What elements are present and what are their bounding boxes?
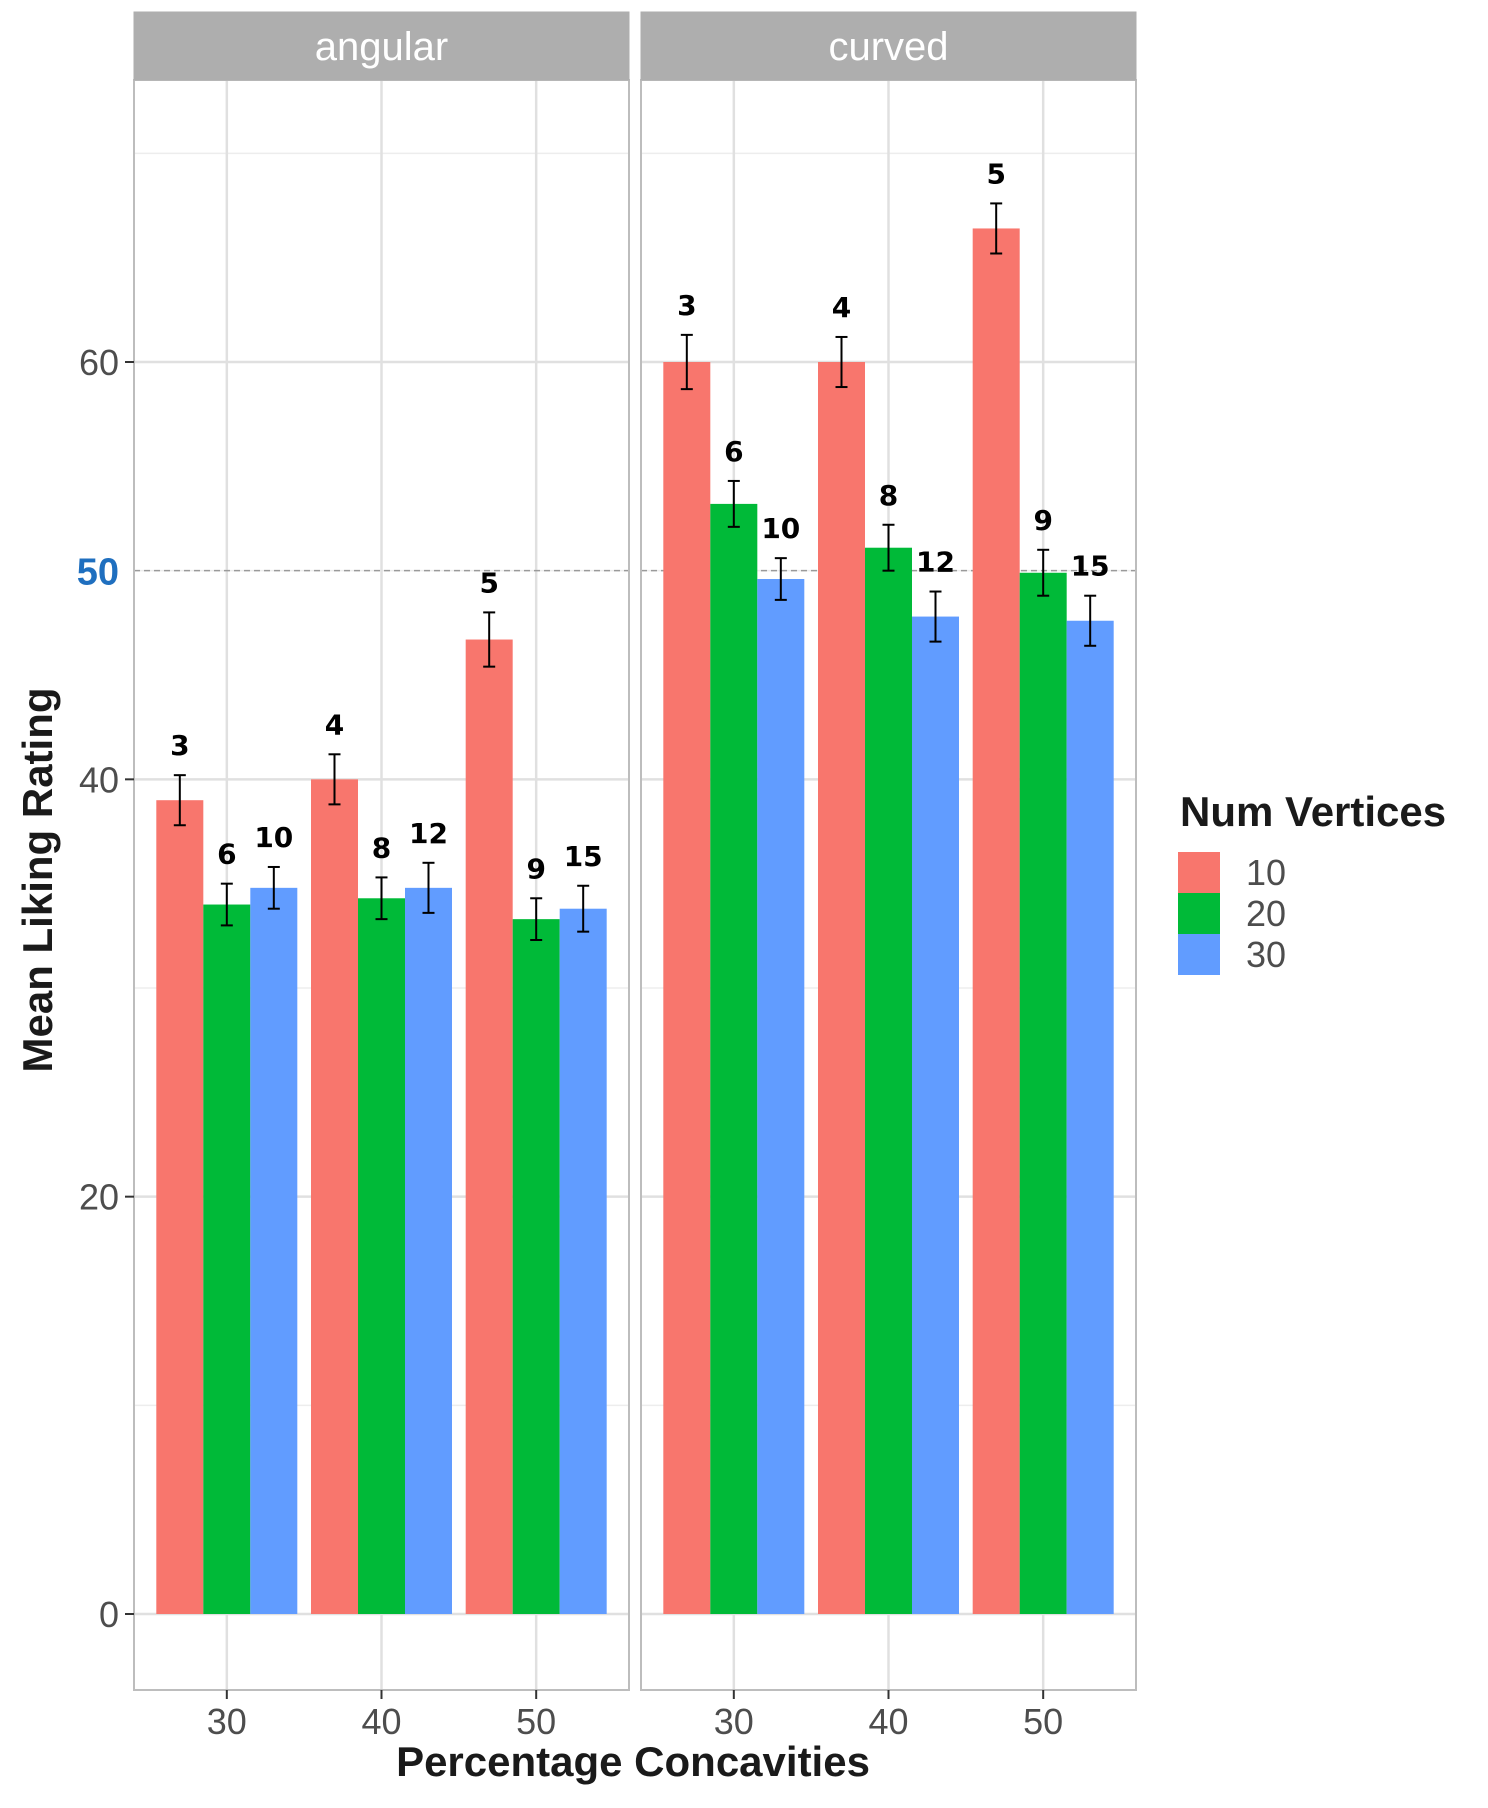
x-tick-label: 50 xyxy=(516,1701,556,1742)
x-tick-label: 30 xyxy=(714,1701,754,1742)
bar-label: 6 xyxy=(724,435,743,468)
reference-tick-label: 50 xyxy=(77,552,119,594)
error-bar xyxy=(328,753,341,806)
error-bar xyxy=(929,590,942,643)
bar-label: 15 xyxy=(564,840,603,873)
bar-label: 4 xyxy=(832,291,851,324)
error-bar xyxy=(530,897,543,942)
y-axis: 0 20 40 60 50 xyxy=(77,342,134,1635)
error-bar xyxy=(680,333,693,391)
bar xyxy=(710,503,758,1615)
bar-label: 8 xyxy=(372,831,391,864)
bar xyxy=(250,887,298,1614)
bar xyxy=(1066,620,1114,1614)
panels: 3 4 5 6 8 9 10 12 15 angular 30 40 50 3 4 5 6 8 9 10 12 15 cur… xyxy=(77,11,1137,1742)
bar xyxy=(1019,572,1067,1614)
y-tick-label: 40 xyxy=(79,759,119,800)
error-bar xyxy=(220,882,233,927)
bar xyxy=(663,362,711,1614)
bar xyxy=(465,639,513,1614)
legend-key xyxy=(1178,852,1220,893)
error-bar xyxy=(727,479,740,528)
error-bar xyxy=(483,611,496,668)
error-bar xyxy=(1037,548,1050,597)
error-bar xyxy=(1084,594,1097,647)
legend-label: 10 xyxy=(1246,852,1286,893)
bar xyxy=(203,904,251,1614)
bar xyxy=(865,547,912,1614)
x-tick-label: 30 xyxy=(207,1701,247,1742)
error-bar xyxy=(173,774,186,827)
bar-label: 9 xyxy=(1033,504,1052,537)
panel-angular: 3 4 5 6 8 9 10 12 15 angular 30 40 50 xyxy=(133,11,630,1742)
bar-label: 5 xyxy=(986,157,1005,190)
error-bar xyxy=(422,861,435,914)
y-tick-label: 20 xyxy=(79,1177,119,1218)
x-tick-label: 40 xyxy=(868,1701,908,1742)
bar-label: 6 xyxy=(217,838,236,871)
bar xyxy=(757,579,805,1614)
x-tick-label: 40 xyxy=(361,1701,401,1742)
bar-label: 3 xyxy=(677,289,696,322)
panel-curved: 3 4 5 6 8 9 10 12 15 curved 30 40 50 xyxy=(640,11,1137,1742)
bar xyxy=(358,898,405,1614)
error-bar xyxy=(835,335,848,389)
bar-label: 12 xyxy=(409,817,448,850)
bar-label: 10 xyxy=(254,821,293,854)
error-bar xyxy=(577,884,590,933)
bar xyxy=(156,800,204,1614)
strip-background xyxy=(640,11,1137,81)
bar xyxy=(912,616,959,1614)
bar-label: 3 xyxy=(170,729,189,762)
legend-label: 20 xyxy=(1246,893,1286,934)
x-tick-label: 50 xyxy=(1023,1701,1063,1742)
strip-label: angular xyxy=(315,25,448,69)
legend-label: 30 xyxy=(1246,934,1286,975)
legend-title: Num Vertices xyxy=(1180,788,1446,835)
y-tick-label: 60 xyxy=(79,342,119,383)
bar xyxy=(818,362,865,1614)
strip-background xyxy=(133,11,630,81)
bar xyxy=(512,919,560,1614)
bar-label: 12 xyxy=(916,546,955,579)
bar-label: 9 xyxy=(526,852,545,885)
bar-label: 10 xyxy=(761,512,800,545)
bar-label: 15 xyxy=(1071,550,1110,583)
bar xyxy=(405,887,452,1614)
y-axis-title: Mean Liking Rating xyxy=(14,687,61,1072)
bar xyxy=(972,228,1020,1614)
bar-label: 5 xyxy=(479,566,498,599)
error-bar xyxy=(267,865,280,910)
y-tick-label: 0 xyxy=(99,1594,119,1635)
bar xyxy=(559,908,607,1614)
bar-label: 8 xyxy=(879,479,898,512)
x-axis-title: Percentage Concavities xyxy=(396,1738,870,1785)
error-bar xyxy=(375,876,388,921)
bar xyxy=(311,779,358,1614)
bar-label: 4 xyxy=(325,708,344,741)
strip-label: curved xyxy=(828,25,948,69)
error-bar xyxy=(990,202,1003,255)
legend-key xyxy=(1178,934,1220,975)
error-bar xyxy=(882,523,895,572)
legend-key xyxy=(1178,893,1220,934)
error-bar xyxy=(774,557,787,601)
